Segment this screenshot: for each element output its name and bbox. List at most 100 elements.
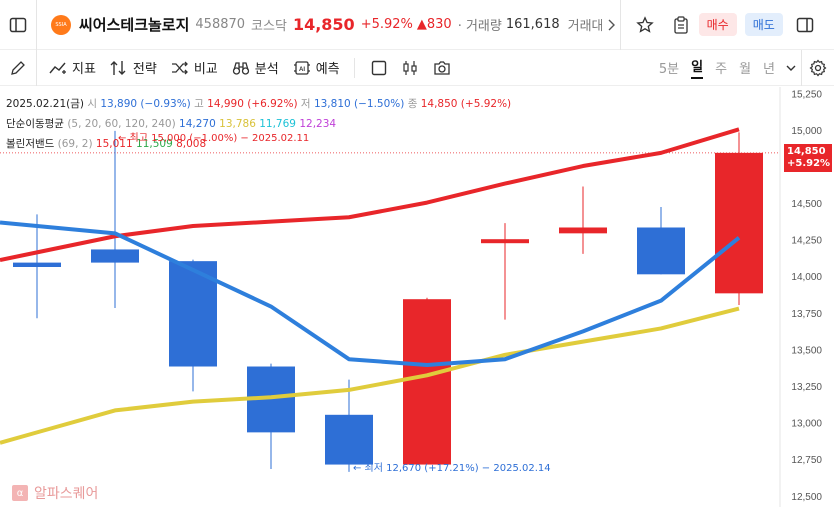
last-price-pct: +5.92% xyxy=(787,158,831,169)
ohlc-legend: 2025.02.21(금) 시 13,890 (−0.93%) 고 14,990… xyxy=(6,96,511,111)
predict-label: 예측 xyxy=(315,62,340,77)
bb-mid-value: 11,509 xyxy=(136,138,173,150)
candle-body xyxy=(403,299,451,465)
watermark: α 알파스퀘어 xyxy=(12,483,98,503)
header: SSIA 씨어스테크놀로지 458870 코스닥 14,850 +5.92% ▲… xyxy=(0,0,834,50)
ma-params: (5, 20, 60, 120, 240) xyxy=(67,118,176,130)
candle-body xyxy=(715,152,763,294)
amount-label: 거래대금 23 xyxy=(567,19,602,34)
legend-close: 14,850 (+5.92%) xyxy=(420,98,512,110)
ma20-value: 13,786 xyxy=(219,118,256,130)
chart-toolbar: 지표 전략 비교 분석 AI 예측 5분 일 주 월 년 xyxy=(0,49,834,86)
change-percent: +5.92% xyxy=(360,17,413,32)
period-day[interactable]: 일 xyxy=(691,56,704,79)
divider xyxy=(36,0,37,50)
y-tick-label: 14,000 xyxy=(791,272,822,283)
chart-area[interactable]: 12,500 12,750 13,000 13,250 13,500 13,750 14,0… xyxy=(0,87,834,507)
chevron-right-icon[interactable] xyxy=(602,7,620,43)
candle-body xyxy=(481,239,529,244)
svg-text:AI: AI xyxy=(299,67,305,73)
candle-body xyxy=(559,227,607,234)
alphasquare-logo-icon: α xyxy=(12,485,28,501)
sidebar-toggle-icon[interactable] xyxy=(0,7,36,43)
divider xyxy=(801,49,802,86)
indicator-label: 지표 xyxy=(72,62,96,77)
legend-close-label: 종 xyxy=(407,98,418,110)
last-price-tag: 14,850 +5.92% xyxy=(784,144,832,172)
period-year[interactable]: 년 xyxy=(763,62,775,77)
y-tick-label: 13,000 xyxy=(791,419,822,430)
bb-label: 볼린저밴드 xyxy=(6,138,55,150)
star-icon[interactable] xyxy=(627,7,663,43)
ai-chip-icon: AI xyxy=(293,60,310,75)
y-tick-label: 13,500 xyxy=(791,345,822,356)
watermark-text: 알파스퀘어 xyxy=(34,486,99,502)
low-annotation: ← 최저 12,670 (+17.21%) − 2025.02.14 xyxy=(353,463,551,474)
period-week[interactable]: 주 xyxy=(715,62,728,77)
candle-body xyxy=(325,414,373,465)
legend-open: 13,890 (−0.93%) xyxy=(100,98,191,110)
y-tick-label: 12,500 xyxy=(791,492,822,503)
ma5-line xyxy=(0,220,741,368)
legend-low-label: 저 xyxy=(300,98,311,110)
legend-open-label: 시 xyxy=(87,98,97,110)
ma-legend[interactable]: 단순이동평균 (5, 20, 60, 120, 240) 14,270 13,7… xyxy=(6,116,336,131)
y-tick-label: 12,750 xyxy=(791,455,822,466)
bb-upper-value: 15,011 xyxy=(95,138,133,150)
ma5-value: 14,270 xyxy=(179,118,216,130)
panel-toggle-icon[interactable] xyxy=(787,7,823,43)
volume-label: · 거래량 xyxy=(457,19,502,34)
y-tick-label: 13,250 xyxy=(791,382,822,393)
pencil-icon[interactable] xyxy=(0,50,36,86)
clipboard-icon[interactable] xyxy=(663,7,699,43)
stock-name[interactable]: 씨어스테크놀로지 xyxy=(79,16,190,34)
y-tick-label: 14,250 xyxy=(791,236,822,247)
divider xyxy=(353,57,355,78)
last-price: 14,850 xyxy=(787,146,826,157)
legend-high: 14,990 (+6.92%) xyxy=(207,98,298,110)
period-5min[interactable]: 5분 xyxy=(658,62,680,77)
shuffle-icon xyxy=(171,61,188,74)
candlestick-chart[interactable]: 12,500 12,750 13,000 13,250 13,500 13,750 14,0… xyxy=(0,87,834,507)
camera-icon[interactable] xyxy=(427,50,457,86)
strategy-button[interactable]: 전략 xyxy=(110,58,157,77)
change-amount: ▲830 xyxy=(416,17,452,32)
predict-button[interactable]: AI 예측 xyxy=(293,58,340,77)
legend-low: 13,810 (−1.50%) xyxy=(313,98,405,110)
bollinger-upper-line xyxy=(0,127,740,262)
indicator-button[interactable]: 지표 xyxy=(49,58,96,77)
bb-legend[interactable]: 볼린저밴드 (69, 2) 15,011 11,509 8,008 xyxy=(6,136,206,151)
ma20-line xyxy=(0,306,740,445)
y-tick-label: 15,250 xyxy=(791,89,822,100)
divider xyxy=(36,49,37,86)
bb-params: (69, 2) xyxy=(57,138,93,150)
legend-high-label: 고 xyxy=(194,98,204,110)
current-price: 14,850 xyxy=(292,15,355,34)
stock-logo: SSIA xyxy=(51,14,71,35)
y-tick-label: 14,500 xyxy=(791,199,822,210)
chevron-down-icon[interactable] xyxy=(781,50,801,86)
bb-lower-value: 8,008 xyxy=(176,138,207,150)
square-icon[interactable] xyxy=(365,50,393,86)
candle-body xyxy=(13,262,61,267)
period-month[interactable]: 월 xyxy=(739,62,752,77)
analysis-button[interactable]: 분석 xyxy=(232,58,279,77)
indicator-icon xyxy=(49,62,66,74)
strategy-icon xyxy=(110,60,126,75)
compare-button[interactable]: 비교 xyxy=(171,58,218,77)
compare-label: 비교 xyxy=(193,62,218,77)
strategy-label: 전략 xyxy=(132,62,157,77)
legend-date: 2025.02.21(금) xyxy=(6,98,84,110)
y-tick-label: 15,000 xyxy=(791,126,822,137)
divider xyxy=(619,0,621,50)
amount-clip: 거래대금 23 xyxy=(568,15,602,34)
y-tick-label: 13,750 xyxy=(791,309,822,320)
sell-button[interactable]: 매도 xyxy=(744,13,783,36)
candlestick-icon[interactable] xyxy=(393,50,427,86)
market-label: 코스닥 xyxy=(251,19,287,34)
buy-button[interactable]: 매수 xyxy=(698,13,737,36)
ma120-value: 12,234 xyxy=(299,118,337,130)
gear-icon[interactable] xyxy=(802,50,834,86)
analysis-label: 분석 xyxy=(254,62,279,77)
volume-value: 161,618 xyxy=(505,17,560,32)
